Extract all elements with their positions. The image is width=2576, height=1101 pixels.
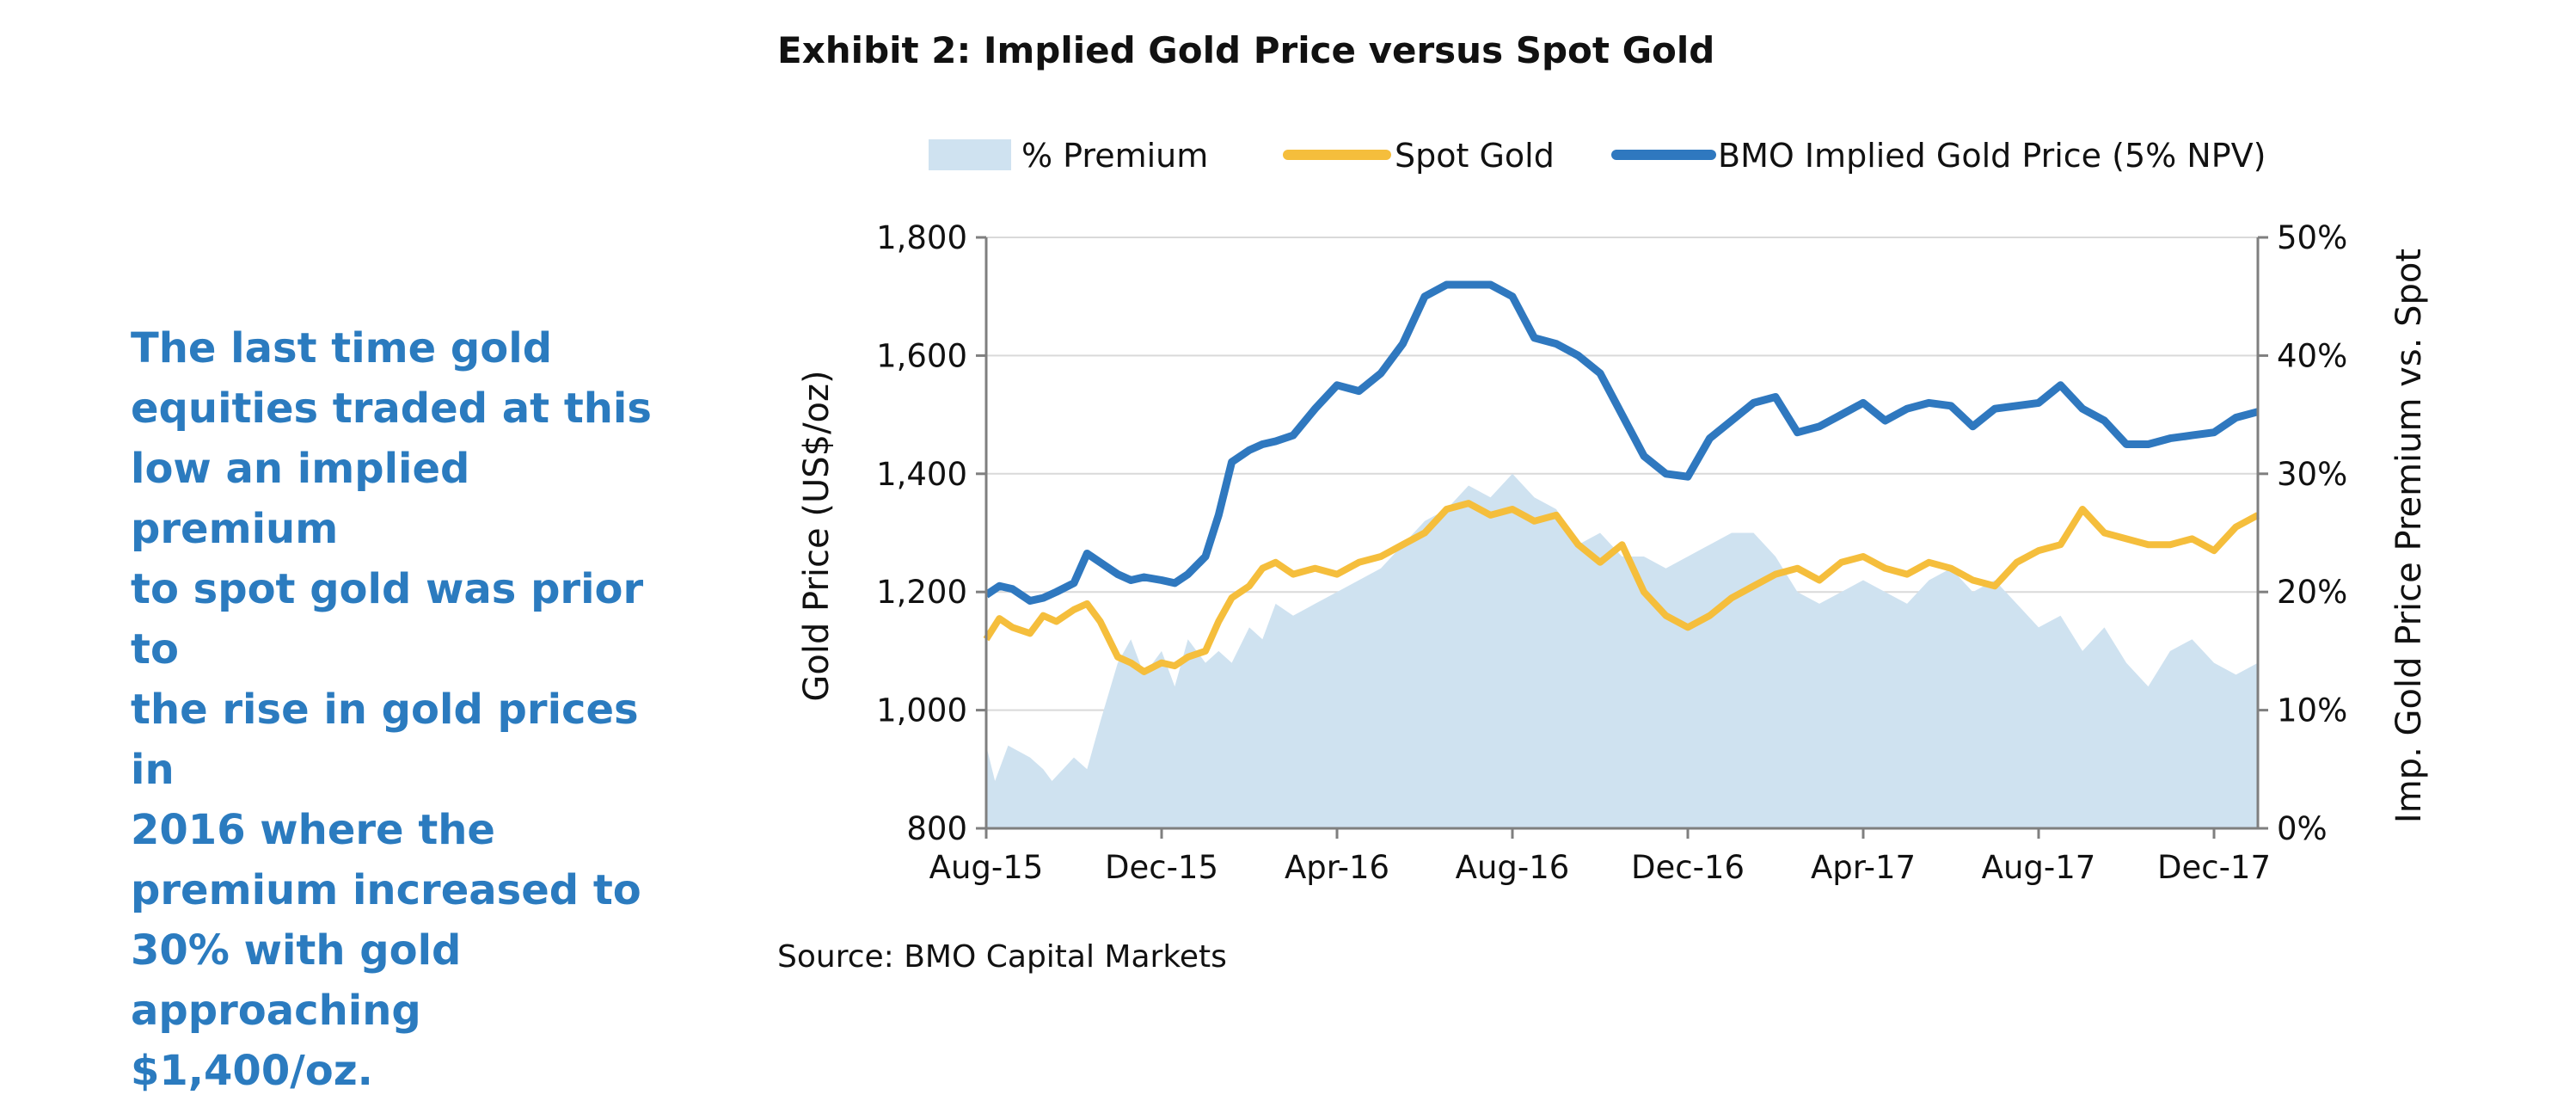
y-tick-label-right: 50% — [2277, 219, 2347, 256]
y-tick-label-right: 40% — [2277, 337, 2347, 374]
callout-line: The last time gold — [131, 324, 553, 372]
y-tick-label-left: 1,400 — [876, 456, 967, 493]
y-tick-label-right: 10% — [2277, 692, 2347, 729]
y-axis-title-left: Gold Price (US$/oz) — [797, 370, 837, 701]
callout-line: equities traded at this — [131, 384, 652, 433]
x-tick-label: Aug-17 — [1982, 849, 2096, 886]
spot-gold-line — [983, 500, 2260, 675]
gold-price-chart: 800 1,000 1,200 1,400 1,600 1,800 0% 10% 20% 30% 4… — [797, 137, 2429, 886]
callout-line: the rise in gold prices in — [131, 686, 639, 794]
y-tick-label-left: 1,800 — [876, 219, 967, 256]
x-tick-label: Apr-17 — [1811, 849, 1916, 886]
x-tick-label: Aug-16 — [1456, 849, 1570, 886]
source-note: Source: BMO Capital Markets — [777, 939, 1227, 975]
y-tick-label-right: 30% — [2277, 456, 2347, 493]
exhibit-title: Exhibit 2: Implied Gold Price versus Spo… — [777, 29, 1715, 71]
legend-spot-label: Spot Gold — [1395, 137, 1555, 175]
x-tick-label: Dec-15 — [1105, 849, 1218, 886]
callout-line: 30% with gold — [131, 926, 462, 975]
callout-line: 2016 where the — [131, 806, 495, 854]
legend-premium-label: % Premium — [1021, 137, 1208, 175]
y-tick-label-left: 1,600 — [876, 337, 967, 374]
legend-premium-swatch — [929, 139, 1011, 170]
x-tick-label: Dec-16 — [1631, 849, 1745, 886]
y-tick-label-left: 1,200 — [876, 574, 967, 611]
callout-line: to spot gold was prior to — [131, 565, 644, 674]
y-tick-label-left: 1,000 — [876, 692, 967, 729]
premium-area — [986, 473, 2258, 828]
y-tick-label-right: 20% — [2277, 574, 2347, 611]
callout-line: low an implied premium — [131, 445, 470, 553]
legend-implied-label: BMO Implied Gold Price (5% NPV) — [1718, 137, 2266, 175]
x-tick-label: Dec-17 — [2157, 849, 2271, 886]
x-tick-label: Aug-15 — [929, 849, 1044, 886]
callout-line: premium increased to — [131, 866, 641, 914]
y-axis-title-right: Imp. Gold Price Premium vs. Spot — [2389, 249, 2429, 823]
y-tick-label-left: 800 — [906, 810, 967, 847]
x-tick-label: Apr-16 — [1285, 849, 1389, 886]
y-tick-label-right: 0% — [2277, 810, 2328, 847]
implied-gold-line — [984, 280, 2260, 605]
legend: % Premium Spot Gold BMO Implied Gold Pri… — [929, 137, 2266, 175]
